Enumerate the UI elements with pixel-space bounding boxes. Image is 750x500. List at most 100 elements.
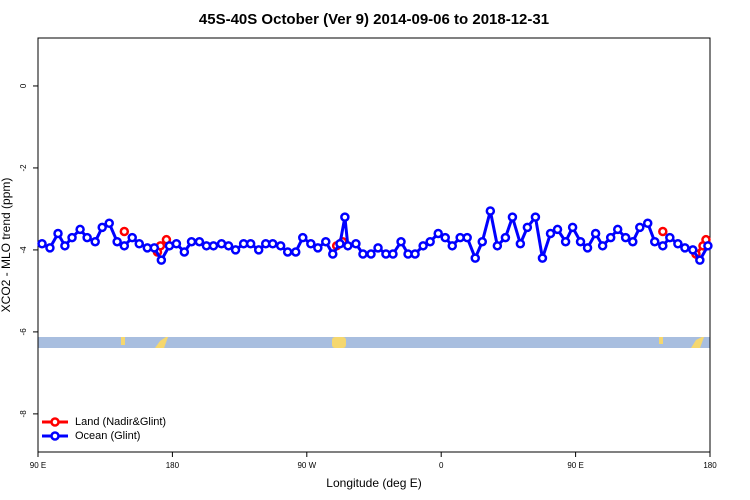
series-point [156, 255, 167, 265]
series-point [567, 222, 578, 233]
y-tick-label: -4 [19, 246, 28, 254]
series-point [582, 243, 593, 253]
series-point [245, 239, 256, 249]
x-tick-label: 90 E [567, 461, 583, 470]
series-point [703, 241, 713, 251]
series-point [477, 236, 488, 247]
series-point [119, 226, 130, 237]
series-point [179, 247, 190, 257]
y-tick-label: -2 [19, 164, 28, 172]
series-point [658, 241, 668, 251]
x-tick-label: 90 W [297, 461, 316, 470]
legend-marker [50, 431, 60, 441]
series-point [425, 236, 435, 247]
x-tick-label: 0 [439, 461, 444, 470]
series-point [665, 232, 675, 243]
series-point [97, 222, 107, 233]
series-point [328, 249, 338, 259]
series-point [119, 241, 130, 251]
x-tick-label: 180 [166, 461, 180, 470]
series-point [127, 232, 137, 243]
legend-label: Land (Nadir&Glint) [75, 416, 166, 428]
series-point [253, 245, 264, 255]
series-point [343, 241, 353, 251]
y-axis-label: XCO2 - MLO trend (ppm) [0, 178, 13, 313]
y-tick-label: -6 [19, 328, 28, 336]
series-point [440, 232, 450, 243]
series-point [275, 241, 286, 251]
legend-marker [50, 417, 60, 427]
series-point [366, 249, 376, 259]
series-point [335, 239, 345, 249]
series-point [313, 243, 323, 253]
series-point [560, 236, 571, 247]
series-point [75, 224, 85, 235]
series-point [340, 212, 350, 222]
series-point [396, 236, 406, 247]
series-point [290, 247, 301, 257]
series-point [351, 239, 361, 249]
series-point [500, 232, 511, 243]
series-point [470, 253, 480, 263]
series-point [208, 241, 219, 251]
series-point [306, 239, 316, 249]
series-point [537, 253, 548, 263]
series-point [447, 241, 458, 251]
series-point [433, 228, 443, 239]
series-point [321, 236, 331, 247]
series-point [149, 243, 160, 253]
series-point [45, 243, 55, 253]
series-point [635, 222, 645, 233]
series-point [373, 243, 383, 253]
series-point [298, 232, 308, 243]
series-point [628, 236, 638, 247]
series-point [223, 241, 234, 251]
series-point [268, 239, 278, 249]
legend-label: Ocean (Glint) [75, 430, 140, 442]
series-point [507, 212, 518, 222]
y-tick-label: -8 [19, 410, 28, 418]
series-point [67, 232, 77, 243]
series-point [90, 236, 100, 247]
series-point [575, 236, 586, 247]
series-point [522, 222, 533, 233]
series-point [171, 239, 182, 249]
x-tick-label: 180 [703, 461, 717, 470]
series-point [695, 255, 705, 265]
series-point [552, 224, 563, 235]
series-point [590, 228, 601, 239]
series-point [605, 232, 616, 243]
series-point [642, 218, 653, 229]
series-point [658, 226, 668, 237]
land-mask-strip [38, 337, 710, 348]
series-point [230, 245, 241, 255]
series-point [485, 206, 496, 216]
series-point [53, 228, 63, 239]
series-point [462, 232, 472, 243]
series-point [492, 241, 503, 251]
series-point [82, 232, 92, 243]
series-point [688, 245, 698, 255]
series-point [186, 236, 197, 247]
series-point [545, 228, 556, 239]
series-point [410, 249, 420, 259]
series-point [388, 249, 398, 259]
series-point [112, 236, 122, 247]
series-point [104, 218, 114, 229]
series-point [597, 241, 608, 251]
series-point [358, 249, 368, 259]
chart-title: 45S-40S October (Ver 9) 2014-09-06 to 20… [199, 11, 549, 28]
series-point [282, 247, 293, 257]
series-point [418, 241, 428, 251]
x-tick-label: 90 E [30, 461, 46, 470]
series-point [60, 241, 70, 251]
series-point [612, 224, 623, 235]
series-point [194, 236, 205, 247]
series-point [37, 239, 47, 249]
series-point [620, 232, 631, 243]
y-tick-label: 0 [19, 83, 28, 88]
series-point [134, 239, 144, 249]
series-point [530, 212, 541, 222]
series-point [649, 236, 660, 247]
